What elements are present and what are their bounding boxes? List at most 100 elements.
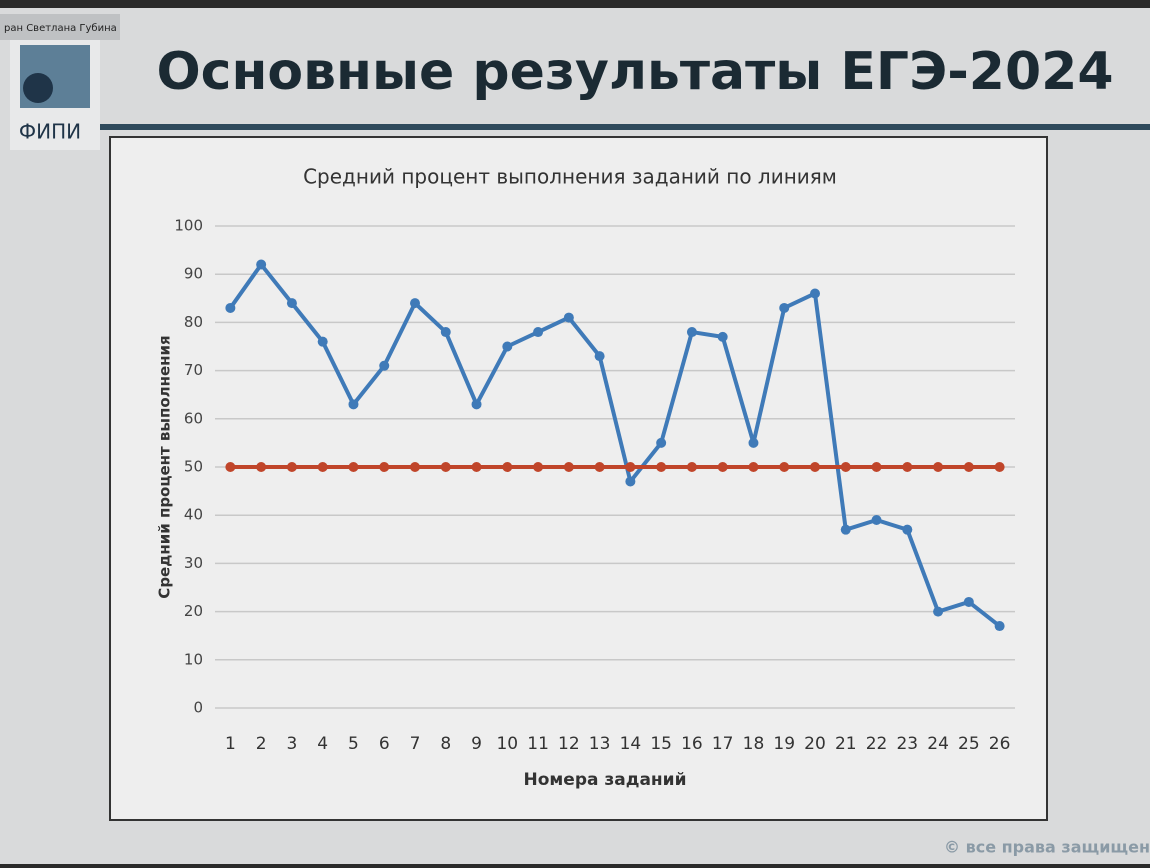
- data-point: [594, 351, 605, 362]
- data-point: [748, 462, 759, 472]
- y-tick-label: 0: [193, 699, 203, 717]
- y-tick-label: 60: [184, 409, 203, 427]
- x-tick-label: 15: [650, 734, 672, 754]
- x-tick-label: 20: [804, 734, 826, 754]
- logo-text: ФИПИ: [19, 120, 81, 144]
- y-tick-label: 40: [184, 506, 203, 524]
- copyright: © все права защищен: [944, 838, 1150, 857]
- data-point: [563, 462, 574, 472]
- x-tick-label: 10: [496, 734, 518, 754]
- logo-dot: [23, 73, 53, 103]
- data-point: [348, 462, 359, 472]
- x-tick-label: 19: [773, 734, 795, 754]
- x-tick-label: 22: [866, 734, 888, 754]
- data-point: [502, 341, 513, 352]
- data-point: [810, 288, 820, 299]
- x-tick-label: 24: [927, 734, 949, 754]
- data-point: [933, 462, 944, 472]
- x-tick-label: 6: [379, 734, 390, 754]
- x-tick-label: 4: [317, 734, 328, 754]
- data-point: [810, 462, 820, 472]
- data-point: [840, 462, 851, 472]
- data-point: [686, 327, 697, 338]
- data-point: [717, 462, 728, 472]
- x-tick-label: 12: [558, 734, 580, 754]
- data-point: [379, 360, 390, 371]
- data-point: [410, 298, 420, 309]
- data-point: [256, 462, 267, 472]
- y-tick-label: 50: [184, 458, 203, 476]
- chart: Средний процент выполнения заданий по ли…: [156, 165, 1015, 790]
- data-point: [933, 606, 944, 617]
- data-point: [379, 462, 390, 472]
- data-point: [440, 327, 451, 338]
- y-tick-label: 10: [184, 650, 203, 668]
- data-point: [656, 462, 667, 472]
- x-tick-label: 21: [835, 734, 857, 754]
- x-tick-label: 8: [440, 734, 451, 754]
- data-point: [286, 462, 297, 472]
- data-point: [225, 462, 236, 472]
- y-tick-label: 20: [184, 602, 203, 620]
- x-tick-label: 17: [712, 734, 734, 754]
- presenter-box: [0, 14, 120, 40]
- data-point: [840, 524, 851, 535]
- x-tick-label: 2: [256, 734, 267, 754]
- x-tick-label: 7: [410, 734, 421, 754]
- x-tick-label: 11: [527, 734, 549, 754]
- data-point: [348, 399, 359, 410]
- data-point: [656, 437, 667, 448]
- data-point: [963, 462, 974, 472]
- data-point: [779, 462, 790, 472]
- data-point: [994, 462, 1005, 472]
- x-tick-label: 9: [471, 734, 482, 754]
- x-tick-label: 18: [743, 734, 765, 754]
- chart-title: Средний процент выполнения заданий по ли…: [303, 165, 837, 189]
- y-tick-label: 80: [184, 313, 203, 331]
- data-point: [963, 596, 974, 607]
- data-point: [317, 336, 328, 347]
- data-point: [440, 462, 451, 472]
- data-point: [286, 298, 297, 309]
- data-point: [502, 462, 513, 472]
- data-point: [779, 302, 790, 313]
- x-axis-title: Номера заданий: [523, 770, 686, 790]
- data-point: [471, 462, 482, 472]
- y-tick-label: 70: [184, 361, 203, 379]
- data-point: [317, 462, 328, 472]
- data-point: [902, 462, 913, 472]
- presenter: ран Светлана Губина: [4, 23, 117, 34]
- data-point: [225, 302, 236, 313]
- x-tick-label: 25: [958, 734, 980, 754]
- x-tick-label: 5: [348, 734, 359, 754]
- data-point: [994, 621, 1005, 632]
- series-line: [228, 262, 1001, 628]
- chart-frame: [109, 136, 1048, 821]
- data-point: [686, 462, 697, 472]
- x-tick-label: 3: [287, 734, 298, 754]
- x-tick-label: 14: [620, 734, 642, 754]
- data-point: [717, 331, 728, 342]
- x-tick-label: 23: [896, 734, 918, 754]
- y-axis-title: Средний процент выполнения: [156, 335, 174, 598]
- y-tick-label: 30: [184, 554, 203, 572]
- data-point: [533, 327, 544, 338]
- y-tick-label: 100: [174, 217, 203, 235]
- data-point: [625, 462, 636, 472]
- data-point: [748, 437, 759, 448]
- data-point: [256, 259, 267, 270]
- data-point: [871, 515, 882, 526]
- data-point: [563, 312, 574, 323]
- title-rule: [100, 124, 1150, 130]
- data-point: [533, 462, 544, 472]
- data-point: [594, 462, 605, 472]
- x-tick-label: 26: [989, 734, 1011, 754]
- x-tick-label: 1: [225, 734, 236, 754]
- x-tick-label: 13: [589, 734, 611, 754]
- x-tick-label: 16: [681, 734, 703, 754]
- data-point: [871, 462, 882, 472]
- data-point: [410, 462, 420, 472]
- data-point: [625, 476, 636, 487]
